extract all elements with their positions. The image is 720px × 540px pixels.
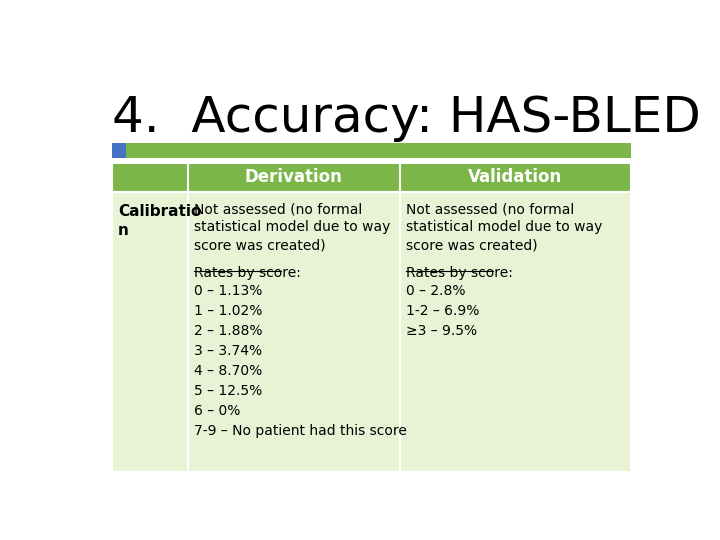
Text: Rates by score:: Rates by score: [406,266,513,280]
Text: Calibratio
n: Calibratio n [118,204,202,238]
Text: 5 – 12.5%: 5 – 12.5% [194,384,263,398]
Text: 0 – 2.8%: 0 – 2.8% [406,284,466,298]
Text: 0 – 1.13%: 0 – 1.13% [194,284,263,298]
FancyBboxPatch shape [112,143,126,158]
Text: 6 – 0%: 6 – 0% [194,404,240,417]
Text: 4 – 8.70%: 4 – 8.70% [194,364,263,378]
FancyBboxPatch shape [112,192,631,472]
Text: Not assessed (no formal
statistical model due to way
score was created): Not assessed (no formal statistical mode… [194,202,391,253]
FancyBboxPatch shape [112,143,631,158]
Text: Not assessed (no formal
statistical model due to way
score was created): Not assessed (no formal statistical mode… [406,202,603,253]
Text: Derivation: Derivation [245,168,343,186]
Text: 1-2 – 6.9%: 1-2 – 6.9% [406,304,480,318]
Text: 1 – 1.02%: 1 – 1.02% [194,304,263,318]
Text: 4.  Accuracy: HAS-BLED: 4. Accuracy: HAS-BLED [112,94,701,142]
Text: Rates by score:: Rates by score: [194,266,301,280]
Text: 2 – 1.88%: 2 – 1.88% [194,324,263,338]
Text: 7-9 – No patient had this score: 7-9 – No patient had this score [194,424,408,437]
Text: 3 – 3.74%: 3 – 3.74% [194,344,263,358]
FancyBboxPatch shape [112,163,631,192]
Text: ≥3 – 9.5%: ≥3 – 9.5% [406,324,477,338]
Text: Validation: Validation [468,168,562,186]
